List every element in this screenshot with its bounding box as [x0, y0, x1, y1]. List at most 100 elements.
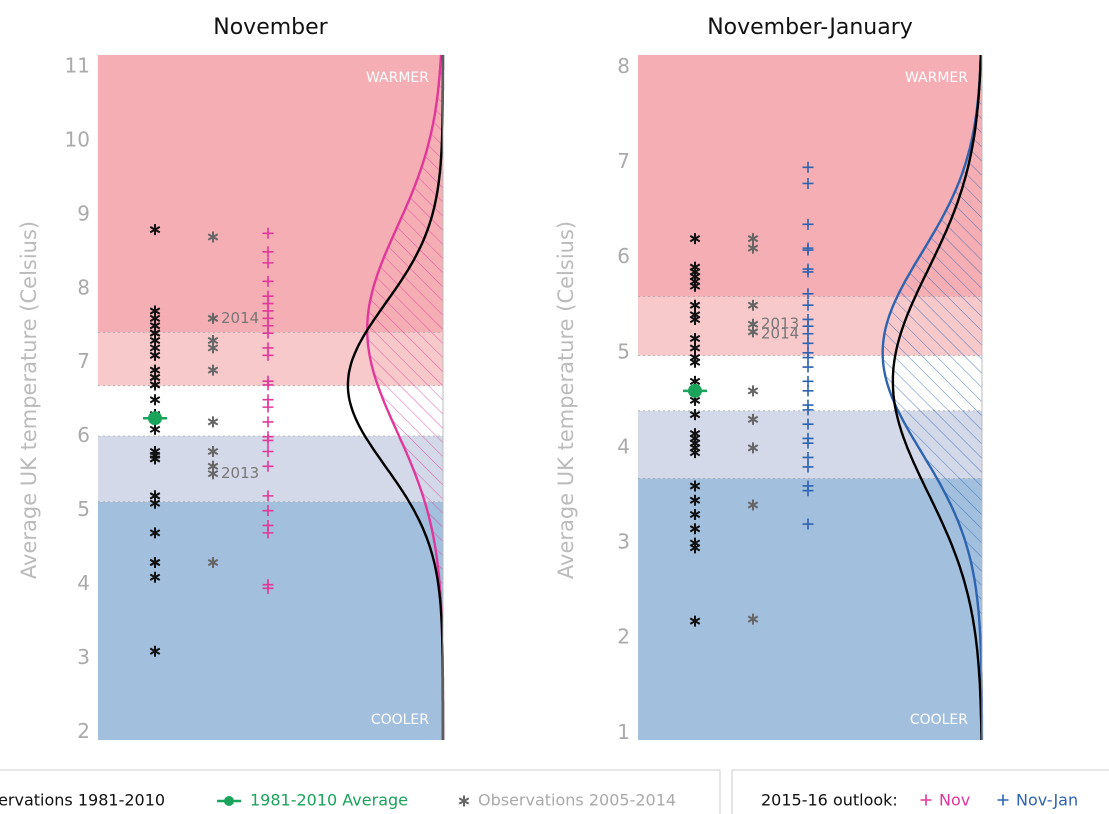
year-annotation: 2014: [761, 324, 799, 342]
plus-marker: [920, 794, 932, 806]
plus-marker: [802, 437, 814, 449]
panel-title: November-January: [707, 15, 913, 40]
average-marker: [143, 411, 167, 426]
legend-label: Observations 2005-2014: [478, 791, 676, 810]
legend: Observations 1981-2010 1981-2010 Average O…: [0, 791, 1078, 810]
y-tick-label: 2: [77, 719, 90, 743]
plus-marker: [262, 582, 274, 594]
plus-marker: [802, 337, 814, 349]
asterisk-marker: [689, 480, 701, 492]
y-tick-label: 5: [77, 497, 90, 521]
average-dot: [688, 383, 702, 398]
legend-frame: [0, 769, 1109, 814]
plus-marker: [262, 434, 274, 446]
asterisk-marker: [149, 556, 161, 568]
asterisk-marker: [207, 416, 219, 428]
y-tick-label: 4: [617, 434, 630, 458]
plus-marker: [262, 505, 274, 517]
asterisk-marker: [689, 299, 701, 311]
y-tick-label: 3: [617, 530, 630, 554]
plus-marker: [262, 379, 274, 391]
plus-marker: [802, 485, 814, 497]
plus-marker: [802, 375, 814, 387]
plus-marker: [262, 257, 274, 269]
asterisk-marker: [747, 242, 759, 254]
curve-hatch: [367, 55, 443, 740]
legend-label: 1981-2010 Average: [250, 791, 408, 810]
asterisk-marker: [149, 379, 161, 391]
plus-marker: [802, 218, 814, 230]
plus-marker: [262, 416, 274, 428]
asterisk-marker: [149, 645, 161, 657]
asterisk-marker: [689, 342, 701, 354]
asterisk-marker: [207, 556, 219, 568]
density-curve: [346, 55, 445, 740]
year-annotation: 2014: [221, 309, 259, 327]
density-curve: [891, 54, 983, 740]
plus-marker: [802, 418, 814, 430]
y-tick-label: 4: [77, 571, 90, 595]
y-tick-label: 5: [617, 339, 630, 363]
band: [98, 501, 443, 740]
asterisk-marker: [207, 364, 219, 376]
asterisk-marker: [689, 542, 701, 554]
asterisk-marker: [207, 446, 219, 458]
year-annotation: 2013: [761, 315, 799, 333]
plus-marker: [262, 446, 274, 458]
plus-marker: [802, 244, 814, 256]
asterisk-marker: [149, 394, 161, 406]
asterisk-marker: [207, 468, 219, 480]
plus-marker: [262, 246, 274, 258]
asterisk-marker: [149, 349, 161, 361]
y-tick-label: 6: [617, 244, 630, 268]
band: [98, 435, 443, 502]
plus-marker: [262, 527, 274, 539]
plus-marker: [802, 177, 814, 189]
legend-label: Nov-Jan: [1016, 791, 1078, 810]
plus-marker: [802, 266, 814, 278]
y-tick-label: 10: [65, 127, 90, 151]
asterisk-marker: [689, 356, 701, 368]
asterisk-marker: [747, 233, 759, 245]
plus-marker: [262, 349, 274, 361]
average-dot: [148, 411, 162, 426]
y-axis-label: Average UK temperature (Celsius): [554, 221, 578, 579]
asterisk-marker: [689, 313, 701, 325]
asterisk-marker: [689, 409, 701, 421]
plus-marker: [802, 461, 814, 473]
asterisk-marker: [747, 413, 759, 425]
average-marker: [683, 383, 707, 398]
asterisk-marker: [689, 333, 701, 345]
asterisk-marker: [689, 280, 701, 292]
asterisk-marker: [207, 312, 219, 324]
cooler-label: COOLER: [910, 712, 968, 728]
y-tick-label: 8: [77, 275, 90, 299]
plus-marker: [802, 518, 814, 530]
plus-marker: [802, 161, 814, 173]
y-tick-label: 9: [77, 201, 90, 225]
curve-hatch: [882, 55, 982, 740]
asterisk-marker: [149, 527, 161, 539]
asterisk-marker: [689, 233, 701, 245]
y-tick-label: 8: [617, 54, 630, 78]
asterisk-marker: [207, 342, 219, 354]
asterisk-marker: [149, 453, 161, 465]
legend-label: Nov: [939, 791, 970, 810]
asterisk-marker: [689, 447, 701, 459]
asterisk-marker: [149, 497, 161, 509]
asterisk-marker: [689, 509, 701, 521]
y-axis-label: Average UK temperature (Celsius): [17, 221, 41, 579]
panel: WARMER COOLER 2 3 4 5 6 7 8 9 10 11 Average UK tempe…: [17, 15, 445, 743]
plus-marker: [262, 460, 274, 472]
plus-marker: [262, 227, 274, 239]
y-tick-label: 11: [65, 53, 90, 77]
legend-swatch: [224, 796, 234, 806]
plus-marker: [802, 288, 814, 300]
y-tick-label: 7: [77, 349, 90, 373]
plus-marker: [262, 490, 274, 502]
asterisk-marker: [747, 442, 759, 454]
asterisk-marker: [149, 571, 161, 583]
plus-marker: [802, 352, 814, 364]
year-annotation: 2013: [221, 464, 259, 482]
